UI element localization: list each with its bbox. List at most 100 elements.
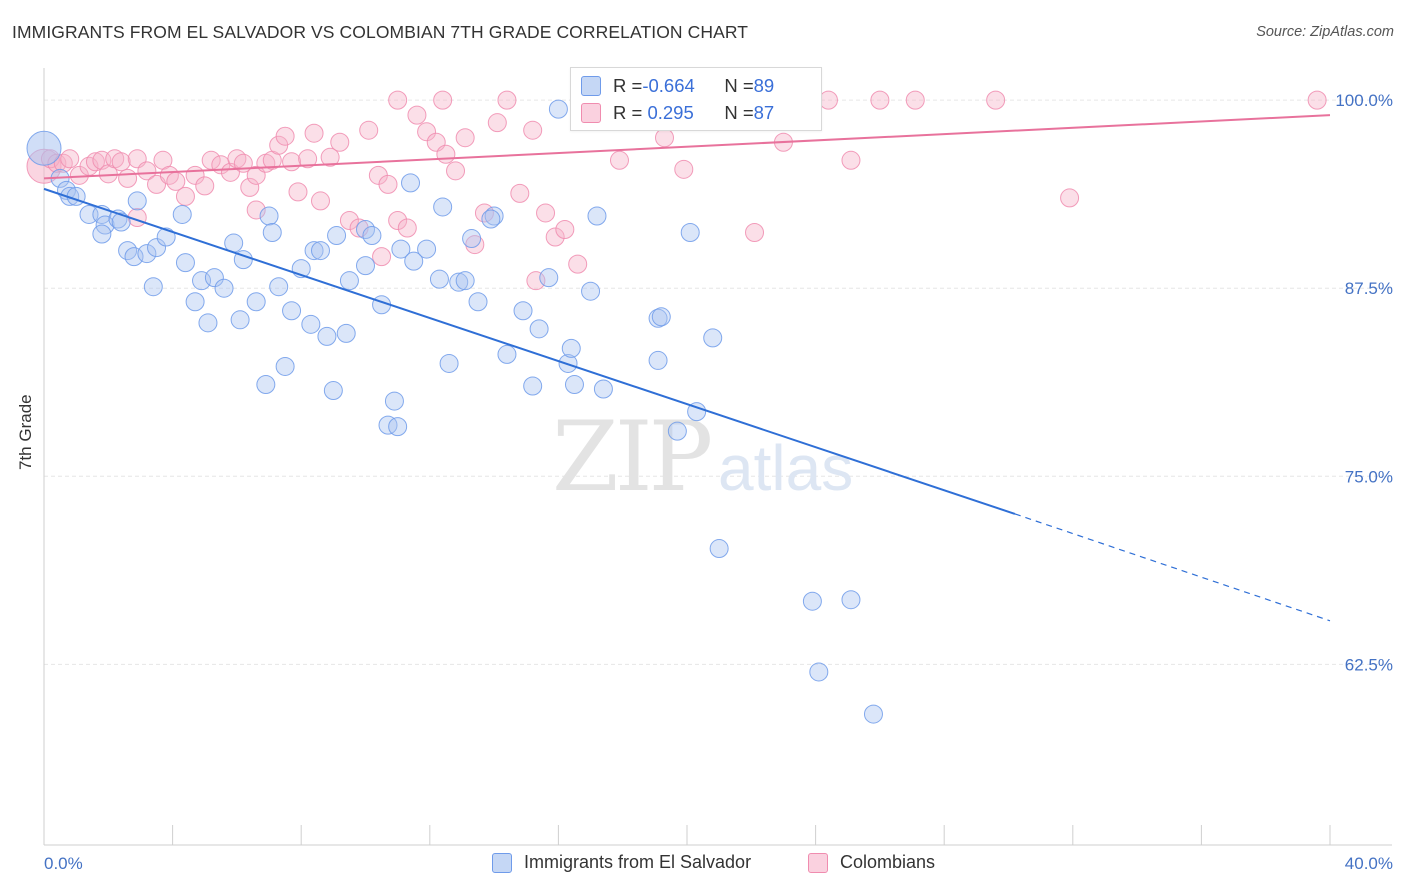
stats-r-label: R = bbox=[613, 75, 643, 96]
colombians-point bbox=[397, 218, 417, 238]
el-salvador-point bbox=[262, 223, 282, 243]
colombians-point bbox=[298, 149, 318, 169]
el-salvador-point bbox=[282, 301, 302, 321]
el-salvador-point bbox=[497, 344, 517, 364]
y-tick-label: 87.5% bbox=[1345, 279, 1393, 298]
colombians-point bbox=[111, 152, 131, 172]
colombians-point bbox=[818, 90, 838, 110]
y-tick-label: 75.0% bbox=[1345, 467, 1393, 486]
watermark: ZIP atlas bbox=[552, 401, 853, 513]
el-salvador-point bbox=[809, 662, 829, 682]
trend-lines bbox=[43, 114, 1331, 622]
el-salvador-point bbox=[561, 338, 581, 358]
el-salvador-point bbox=[564, 375, 584, 395]
el-salvador-point bbox=[301, 314, 321, 334]
colombians-point bbox=[568, 254, 588, 274]
colombians-point bbox=[388, 90, 408, 110]
el-salvador-point bbox=[198, 313, 218, 333]
el-salvador-point bbox=[143, 277, 163, 297]
colombians-point bbox=[446, 161, 466, 181]
el-salvador-point bbox=[439, 353, 459, 373]
el-salvador-point bbox=[581, 281, 601, 301]
legend-item-el-salvador: Immigrants from El Salvador bbox=[492, 852, 751, 873]
y-tick-label: 100.0% bbox=[1335, 91, 1393, 110]
colombians-point bbox=[378, 174, 398, 194]
stats-box: R = -0.664 N = 89 R = 0.295 N = 87 bbox=[570, 67, 822, 131]
colombians-point bbox=[275, 126, 295, 146]
legend-label-el-salvador: Immigrants from El Salvador bbox=[524, 852, 752, 872]
el-salvador-point bbox=[462, 229, 482, 249]
colombians-point bbox=[240, 177, 260, 197]
tick-labels: 100.0% 87.5% 75.0% 62.5% 0.0% 40.0% bbox=[44, 91, 1393, 873]
colombians-point bbox=[465, 235, 485, 255]
el-salvador-point bbox=[680, 223, 700, 243]
el-salvador-point bbox=[648, 308, 668, 328]
stats-swatch-colombians bbox=[581, 103, 601, 123]
axes bbox=[43, 68, 1392, 846]
colombians-point bbox=[497, 90, 517, 110]
colombians-point bbox=[674, 159, 694, 179]
el-salvador-point bbox=[323, 381, 343, 401]
colombians-point bbox=[175, 186, 195, 206]
el-salvador-point bbox=[185, 292, 205, 312]
el-salvador-point bbox=[802, 591, 822, 611]
colombians-point bbox=[339, 210, 359, 230]
colombians-point bbox=[304, 123, 324, 143]
el-salvador-point bbox=[709, 539, 729, 559]
stats-r-value: -0.664 bbox=[642, 75, 695, 96]
el-salvador-point bbox=[259, 206, 279, 226]
legend-swatch-colombians bbox=[808, 852, 828, 873]
colombians-point bbox=[545, 227, 565, 247]
el-salvador-point bbox=[484, 206, 504, 226]
stats-row-colombians: R = 0.295 N = 87 bbox=[581, 100, 774, 126]
el-salvador-point bbox=[26, 130, 62, 166]
stats-n-label: N = bbox=[724, 75, 754, 96]
el-salvador-point bbox=[651, 307, 671, 327]
el-salvador-point bbox=[863, 704, 883, 724]
colombians-point bbox=[986, 90, 1006, 110]
colombians-point bbox=[841, 150, 861, 170]
el-salvador-point bbox=[60, 186, 80, 206]
el-salvador-point bbox=[127, 191, 147, 211]
el-salvador-point bbox=[214, 278, 234, 298]
el-salvador-point bbox=[310, 241, 330, 261]
el-salvador-trend-extension bbox=[1014, 513, 1331, 622]
el-salvador-points bbox=[26, 99, 883, 724]
el-salvador-point bbox=[703, 328, 723, 348]
el-salvador-point bbox=[317, 326, 337, 346]
legend-swatch-el-salvador bbox=[492, 852, 512, 873]
el-salvador-point bbox=[539, 268, 559, 288]
colombians-point bbox=[654, 128, 674, 148]
el-salvador-point bbox=[269, 277, 289, 297]
el-salvador-point bbox=[523, 376, 543, 396]
y-tick-label: 62.5% bbox=[1345, 655, 1393, 674]
colombians-point bbox=[320, 147, 340, 167]
el-salvador-point bbox=[356, 256, 375, 276]
colombians-point bbox=[487, 113, 507, 133]
colombians-point bbox=[359, 120, 379, 140]
el-salvador-point bbox=[455, 271, 475, 291]
legend-item-colombians: Colombians bbox=[808, 852, 935, 873]
colombians-point bbox=[1060, 188, 1080, 208]
el-salvador-point bbox=[593, 379, 613, 399]
el-salvador-point bbox=[275, 356, 295, 376]
el-salvador-point bbox=[841, 590, 861, 610]
colombians-point bbox=[523, 120, 543, 140]
stats-row-el-salvador: R = -0.664 N = 89 bbox=[581, 73, 774, 99]
el-salvador-point bbox=[481, 209, 501, 229]
stats-r-label: R = bbox=[613, 102, 643, 123]
colombians-point bbox=[536, 203, 556, 223]
colombians-point bbox=[372, 247, 392, 267]
y-axis-title: 7th Grade bbox=[16, 394, 35, 470]
stats-r-value: 0.295 bbox=[642, 102, 694, 123]
colombians-point bbox=[510, 183, 530, 203]
colombians-point bbox=[282, 152, 302, 172]
el-salvador-point bbox=[449, 272, 469, 292]
el-salvador-point bbox=[327, 226, 347, 246]
colombians-point bbox=[388, 210, 408, 230]
el-salvador-point bbox=[384, 391, 404, 411]
colombians-point bbox=[85, 152, 105, 172]
el-salvador-point bbox=[111, 212, 131, 232]
colombians-point bbox=[407, 105, 427, 125]
stats-swatch-el-salvador bbox=[581, 76, 601, 96]
